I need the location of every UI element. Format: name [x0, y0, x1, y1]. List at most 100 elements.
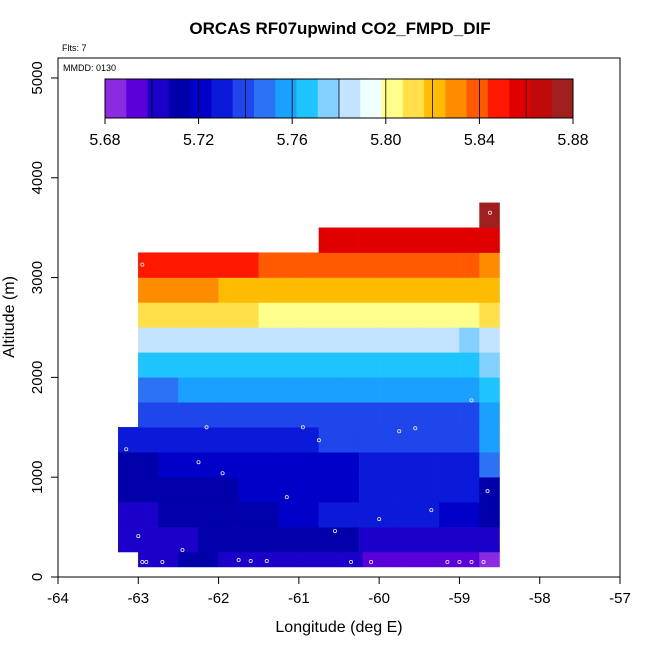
heatmap-cell: [378, 252, 420, 278]
heatmap-cell: [479, 452, 500, 478]
colorbar-swatch: [424, 79, 446, 118]
heatmap-cell: [318, 452, 360, 478]
heatmap-cell: [198, 427, 239, 453]
heatmap-cell: [459, 302, 480, 328]
sample-point: [160, 560, 165, 565]
heatmap-cell: [218, 377, 259, 403]
x-tick-label: -59: [449, 590, 471, 607]
heatmap-cell: [118, 526, 159, 553]
colorbar-tick-label: 5.84: [464, 132, 495, 149]
sample-point: [204, 425, 209, 430]
sample-point: [136, 534, 141, 539]
heatmap-cell: [439, 452, 480, 478]
heatmap-cell: [138, 352, 179, 378]
x-tick-label: -60: [368, 590, 390, 607]
heatmap-cell: [358, 526, 400, 553]
colorbar-swatch: [360, 79, 383, 118]
y-axis-label: Altitude (m): [1, 276, 18, 358]
heatmap-cell: [118, 476, 159, 503]
heatmap-cell: [459, 327, 480, 353]
heatmap-cell: [318, 227, 360, 253]
heatmap-cell: [362, 551, 404, 568]
sample-point: [316, 438, 321, 443]
heatmap-cell: [178, 252, 219, 278]
heatmap-cell: [278, 452, 320, 478]
heatmap-cell: [158, 526, 199, 553]
sample-point: [487, 210, 492, 215]
heatmap-cell: [258, 352, 300, 378]
heatmap-cell: [479, 551, 500, 568]
y-tick-label: 4000: [29, 161, 46, 194]
colorbar-swatch: [296, 79, 319, 118]
colorbar-swatch: [339, 79, 361, 118]
heatmap-cell: [298, 277, 340, 303]
sample-point: [481, 560, 486, 565]
heatmap-cell: [238, 427, 279, 453]
heatmap-cell: [238, 476, 279, 503]
sample-point: [140, 262, 145, 267]
heatmap-cell: [198, 476, 239, 503]
heatmap-cell: [479, 327, 500, 353]
heatmap-cell: [158, 501, 199, 528]
heatmap-cell: [178, 352, 219, 378]
x-tick-label: -57: [609, 590, 631, 607]
heatmap-cell: [419, 402, 460, 428]
sample-point: [124, 447, 129, 452]
y-tick-label: 2000: [29, 361, 46, 394]
y-tick-label: 1000: [29, 461, 46, 494]
heatmap-cell: [459, 277, 480, 303]
x-tick-label: -64: [47, 590, 69, 607]
sample-point: [248, 559, 253, 564]
heatmap-cell: [403, 551, 444, 568]
flights-label: Flts: 7: [62, 43, 87, 53]
heatmap-cell: [419, 327, 460, 353]
heatmap-cell: [218, 327, 259, 353]
heatmap-cell: [138, 402, 179, 428]
heatmap-cell: [258, 402, 300, 428]
y-tick-label: 5000: [29, 61, 46, 94]
sample-point: [485, 489, 490, 494]
colorbar-swatch: [317, 79, 340, 118]
heatmap-cell: [178, 277, 219, 303]
heatmap-cell: [138, 302, 179, 328]
heatmap-cell: [298, 377, 340, 403]
heatmap-cell: [338, 277, 380, 303]
heatmap-cell: [338, 377, 380, 403]
colorbar-tick-label: 5.88: [557, 132, 588, 149]
date-label: MMDD: 0130: [63, 63, 116, 73]
heatmap-cell: [298, 327, 340, 353]
heatmap-cell: [479, 377, 500, 403]
colorbar: 5.68 5.72 5.76 5.80 5.84 5.88: [89, 78, 589, 149]
heatmap-cell: [459, 252, 480, 278]
heatmap-cell: [238, 501, 279, 528]
colorbar-swatch: [168, 79, 191, 118]
sample-point: [144, 560, 149, 565]
heatmap-cell: [298, 252, 340, 278]
sample-point: [140, 560, 145, 565]
heatmap-cell: [178, 302, 219, 328]
sample-point: [284, 495, 289, 500]
heatmap-cell: [178, 551, 219, 568]
chart-title: ORCAS RF07upwind CO2_FMPD_DIF: [189, 19, 490, 38]
sample-point: [196, 460, 201, 465]
heatmap-cell: [198, 501, 239, 528]
colorbar-swatch: [147, 79, 170, 118]
heatmap-cell: [338, 252, 380, 278]
heatmap-cell: [439, 476, 480, 503]
heatmap-cell: [338, 402, 380, 428]
heatmap-cell: [378, 327, 420, 353]
x-axis-label: Longitude (deg E): [275, 619, 402, 636]
x-tick-label: -63: [127, 590, 149, 607]
heatmap-cell: [439, 501, 480, 528]
colorbar-swatch: [530, 79, 553, 118]
heatmap-cell: [479, 476, 500, 503]
heatmap-cell: [358, 501, 400, 528]
colorbar-swatch: [275, 79, 297, 118]
x-tick-label: -58: [529, 590, 551, 607]
heatmap-cell: [238, 526, 279, 553]
sample-point: [469, 398, 474, 403]
heatmap-cell: [419, 302, 460, 328]
heatmap-cell: [459, 352, 480, 378]
heatmap-cell: [318, 476, 360, 503]
heatmap-cell: [318, 501, 360, 528]
